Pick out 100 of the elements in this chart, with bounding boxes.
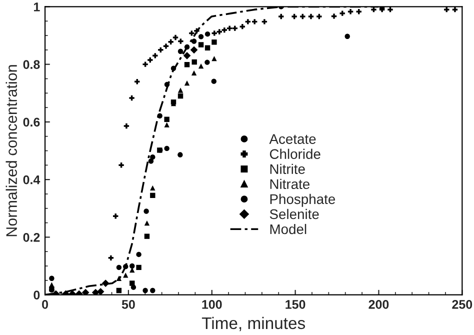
point: [198, 34, 204, 40]
point: [212, 40, 217, 45]
point: [116, 288, 122, 294]
point: [96, 288, 104, 295]
point: [184, 62, 190, 68]
point: [168, 39, 174, 44]
point: [184, 80, 190, 86]
point: [130, 263, 135, 269]
point: [142, 62, 148, 67]
point: [129, 95, 134, 101]
point: [211, 78, 216, 84]
point: [190, 46, 198, 54]
point: [388, 6, 393, 12]
legend-label: Nitrite: [270, 164, 305, 174]
legend-label: Selenite: [270, 208, 319, 220]
point: [163, 44, 169, 49]
y-axis-title: Normalized concentration: [6, 65, 17, 236]
y-tick-label: 1: [34, 2, 40, 12]
point: [164, 122, 170, 128]
point: [212, 56, 217, 62]
point: [164, 116, 170, 122]
point: [150, 185, 156, 191]
point: [262, 19, 268, 24]
point: [178, 88, 184, 93]
x-tick-label: 250: [452, 300, 472, 309]
x-tick-label: 0: [42, 300, 48, 309]
point: [49, 276, 54, 281]
point: [150, 192, 156, 198]
point: [164, 146, 170, 152]
point: [191, 38, 197, 44]
point: [178, 48, 184, 54]
y-tick-label: 0.6: [23, 118, 40, 127]
point: [245, 19, 251, 24]
point: [252, 19, 258, 24]
point: [344, 34, 350, 39]
point: [191, 70, 197, 76]
point: [148, 158, 154, 164]
point: [198, 63, 204, 69]
point: [178, 38, 184, 44]
x-axis-title: Time, minutes: [202, 316, 306, 332]
legend-label: Chloride: [270, 148, 320, 159]
x-tick-label: 100: [202, 300, 222, 309]
point: [232, 26, 238, 31]
point: [226, 26, 232, 31]
point: [150, 288, 156, 294]
point: [82, 288, 90, 295]
point: [216, 29, 222, 34]
point: [204, 45, 210, 50]
legend-label: Nitrate: [270, 178, 310, 190]
point: [316, 14, 322, 20]
point: [183, 52, 191, 60]
point: [152, 53, 158, 58]
point: [134, 79, 140, 84]
point: [308, 14, 314, 20]
point: [148, 57, 153, 63]
point: [356, 9, 362, 14]
point: [49, 282, 54, 288]
point: [240, 24, 246, 30]
point: [123, 272, 128, 278]
y-tick-label: 0.4: [23, 175, 40, 184]
point: [331, 14, 337, 19]
point: [116, 264, 122, 270]
point: [124, 123, 130, 129]
point: [204, 60, 210, 65]
point: [142, 288, 148, 294]
point: [444, 6, 450, 12]
point: [452, 6, 458, 12]
point: [144, 220, 150, 226]
point: [136, 252, 142, 258]
point: [198, 42, 204, 48]
point: [172, 34, 178, 40]
point: [278, 14, 284, 20]
point: [113, 214, 118, 219]
point: [204, 31, 210, 37]
y-tick-label: 0.2: [23, 232, 40, 242]
point: [212, 30, 217, 36]
x-tick-label: 150: [286, 300, 306, 309]
point: [108, 255, 114, 261]
point: [144, 208, 149, 214]
point: [136, 264, 142, 270]
legend-label: Acetate: [269, 134, 316, 144]
legend-label: Model: [270, 224, 306, 234]
point: [118, 162, 124, 168]
point: [158, 47, 164, 53]
point: [348, 9, 354, 14]
x-tick-label: 50: [122, 300, 135, 309]
point: [144, 234, 150, 239]
y-tick-label: 0: [34, 290, 40, 300]
x-tick-label: 200: [368, 300, 389, 309]
y-tick-label: 0.8: [23, 60, 40, 69]
point: [189, 30, 194, 36]
point: [178, 93, 184, 99]
legend-label: Phosphate: [270, 194, 336, 207]
point: [178, 152, 183, 158]
point: [150, 154, 156, 160]
point: [300, 14, 306, 20]
point: [222, 27, 227, 33]
point: [340, 10, 345, 16]
point: [292, 14, 297, 20]
point: [192, 59, 197, 65]
